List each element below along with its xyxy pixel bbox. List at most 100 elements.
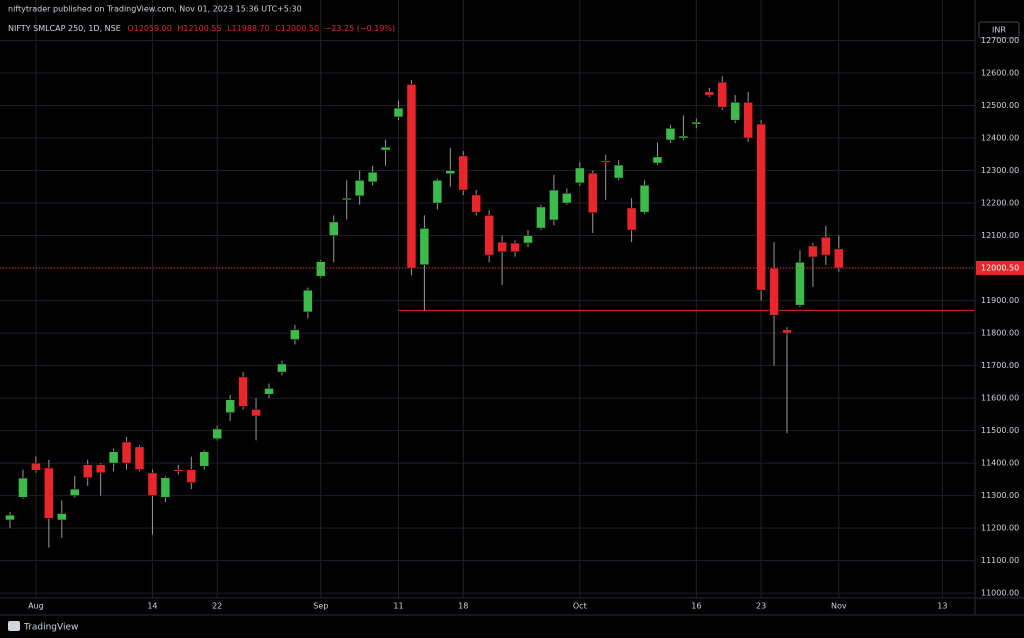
y-tick-label: 11400.00	[981, 459, 1019, 468]
candle-body	[108, 451, 119, 464]
y-tick-label: 11200.00	[981, 524, 1019, 533]
currency-button[interactable]	[978, 21, 1020, 39]
x-tick-label: 16	[691, 602, 701, 611]
symbol: NIFTY SMLCAP 250, 1D, NSE	[8, 24, 121, 33]
close: C12000.50	[275, 24, 319, 33]
y-tick-label: 12500.00	[981, 101, 1019, 110]
legend: NIFTY SMLCAP 250, 1D, NSE O12059.00 H121…	[8, 24, 395, 33]
y-tick-label: 12700.00	[981, 36, 1019, 45]
y-tick-label: 12200.00	[981, 199, 1019, 208]
candle-body	[743, 102, 753, 139]
candle-body	[44, 467, 54, 519]
y-tick-label: 12100.00	[981, 231, 1019, 240]
y-tick-label: 11900.00	[981, 296, 1019, 305]
x-tick-label: 14	[147, 602, 157, 611]
y-tick-label: 11100.00	[981, 556, 1019, 565]
candle-body	[199, 451, 209, 467]
y-tick-label: 12400.00	[981, 134, 1019, 143]
candle-body	[173, 469, 184, 472]
candle-body	[251, 409, 261, 417]
candle-body	[380, 146, 391, 151]
candle-body	[626, 207, 637, 231]
candle-body	[419, 228, 430, 266]
candle-body	[769, 267, 779, 316]
candle-body	[264, 388, 274, 395]
candle-body	[393, 107, 404, 118]
logo	[8, 621, 20, 631]
high: H12100.55	[177, 24, 221, 33]
y-tick-label: 11600.00	[981, 394, 1019, 403]
candle-body	[665, 128, 676, 141]
candle-body	[186, 469, 197, 483]
y-tick-label: 11700.00	[981, 361, 1019, 370]
brand: TradingView	[23, 623, 78, 633]
candle-body	[238, 376, 248, 407]
candle-body	[57, 513, 67, 521]
candle-body	[445, 170, 456, 175]
x-tick-label: Sep	[313, 602, 328, 611]
y-tick-label: 12600.00	[981, 69, 1019, 78]
candle-body	[160, 477, 171, 498]
candle-body	[704, 91, 715, 96]
candle-body	[510, 242, 520, 253]
candle-body	[808, 245, 818, 258]
y-tick-label: 12300.00	[981, 166, 1019, 175]
candle-body	[134, 446, 145, 470]
candle-body	[523, 235, 533, 244]
last-price-label: 12000.50	[981, 263, 1019, 272]
candle-body	[730, 102, 740, 121]
y-tick-label: 11300.00	[981, 491, 1019, 500]
candle-body	[82, 464, 93, 478]
change: −23.25 (−0.19%)	[325, 24, 396, 33]
candle-body	[497, 241, 507, 253]
x-tick-label: Aug	[28, 602, 44, 611]
candle-body	[613, 164, 624, 179]
y-tick-label: 11800.00	[981, 329, 1019, 338]
candle-body	[212, 428, 222, 439]
low: L11988.70	[227, 24, 270, 33]
plot	[0, 76, 975, 548]
y-tick-label: 11000.00	[981, 589, 1019, 598]
candle-body	[562, 193, 572, 204]
candle-body	[536, 206, 546, 229]
x-tick-label: 23	[756, 602, 766, 611]
candle-body	[549, 189, 559, 221]
candle-body	[432, 180, 443, 204]
candle-body	[329, 221, 339, 236]
candle-body	[652, 156, 663, 164]
currency[interactable]: INR	[992, 26, 1006, 35]
x-tick-label: 22	[212, 602, 222, 611]
candle-body	[821, 236, 831, 256]
x-tick-label: 11	[393, 602, 403, 611]
publisher: niftytrader published on TradingView.com…	[8, 5, 302, 14]
candle-body	[717, 81, 727, 108]
candle-body	[588, 172, 598, 214]
candle-body	[18, 477, 28, 498]
candle-body	[691, 121, 702, 125]
candle-body	[406, 84, 417, 269]
candle-body	[678, 135, 689, 139]
candle-body	[70, 488, 80, 496]
candle-body	[354, 180, 365, 197]
candle-body	[575, 167, 585, 184]
candle-body	[5, 514, 15, 521]
candle-body	[367, 171, 378, 183]
candle-body	[147, 472, 158, 496]
candle-body	[756, 123, 766, 291]
x-tick-label: Nov	[831, 602, 847, 611]
candle-body	[795, 261, 805, 306]
candle-body	[290, 329, 300, 340]
x-tick-label: 18	[458, 602, 468, 611]
candle-body	[639, 184, 650, 213]
x-tick-label: Oct	[573, 602, 587, 611]
candle-body	[484, 215, 494, 256]
candle-body	[121, 441, 132, 464]
candle-body	[471, 194, 481, 213]
candle-body	[834, 248, 844, 269]
open: O12059.00	[127, 24, 171, 33]
candle-body	[31, 462, 41, 471]
candle-body	[225, 399, 235, 413]
candle-body	[303, 289, 313, 313]
